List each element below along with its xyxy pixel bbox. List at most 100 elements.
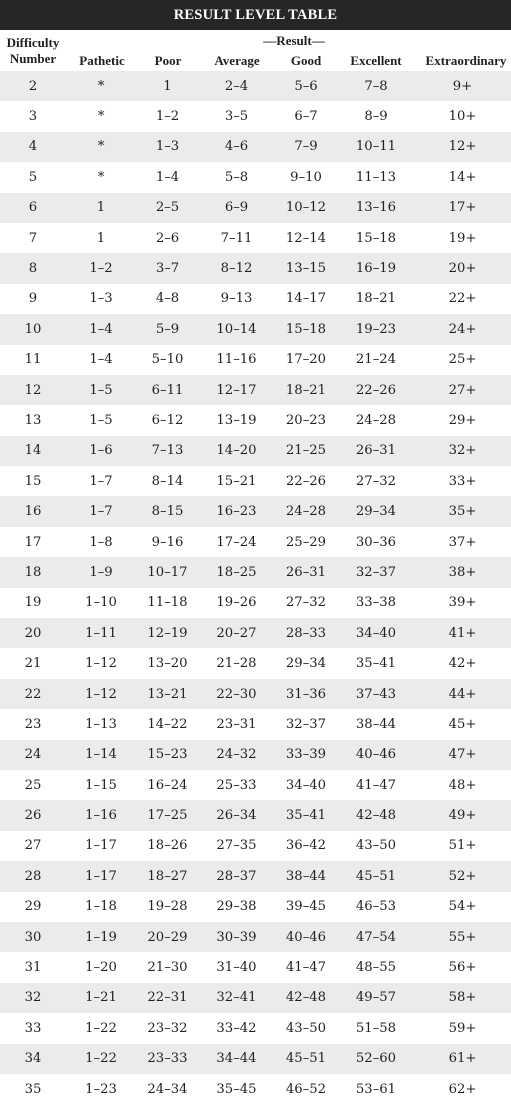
cell-pathetic: 1–17 bbox=[85, 838, 117, 854]
cell-poor: 13–21 bbox=[136, 678, 199, 710]
cell-pathetic: 1–6 bbox=[66, 435, 136, 467]
cell-extraordinary: 44+ bbox=[414, 678, 511, 710]
cell-good: 5–6 bbox=[274, 71, 338, 102]
cell-average: 21–28 bbox=[216, 656, 257, 672]
cell-pathetic: 1–7 bbox=[66, 496, 136, 527]
cell-difficulty: 26 bbox=[0, 800, 66, 831]
cell-average: 20–27 bbox=[199, 618, 274, 649]
cell-good: 27–32 bbox=[285, 595, 327, 611]
cell-pathetic: 1–9 bbox=[66, 557, 136, 588]
table-row: 24 1–14 15–23 24–32 33–39 40–46 47+ bbox=[0, 739, 511, 770]
table-row: 10 1–4 5–9 10–14 15–18 19–23 24+ bbox=[0, 314, 511, 345]
cell-average: 3–5 bbox=[224, 109, 249, 125]
cell-good: 6–7 bbox=[294, 109, 318, 125]
cell-average: 7–11 bbox=[220, 230, 253, 246]
cell-poor: 17–25 bbox=[136, 800, 199, 831]
cell-good: 42–48 bbox=[274, 982, 338, 1014]
cell-extraordinary: 37+ bbox=[448, 534, 477, 550]
cell-good: 43–50 bbox=[285, 1020, 327, 1036]
table-row: 34 1–22 23–33 34–44 45–51 52–60 61+ bbox=[0, 1043, 511, 1074]
cell-average: 2–4 bbox=[199, 71, 274, 102]
cell-excellent: 24–28 bbox=[355, 412, 397, 428]
cell-good: 39–45 bbox=[285, 899, 327, 915]
cell-extraordinary: 29+ bbox=[448, 412, 477, 428]
cell-pathetic: 1–4 bbox=[66, 314, 136, 345]
cell-pathetic: * bbox=[66, 131, 136, 163]
cell-poor: 15–23 bbox=[136, 739, 199, 770]
table-row: 20 1–11 12–19 20–27 28–33 34–40 41+ bbox=[0, 618, 511, 649]
cell-good: 18–21 bbox=[274, 374, 338, 406]
cell-extraordinary: 42+ bbox=[448, 656, 477, 672]
cell-extraordinary: 22+ bbox=[448, 291, 477, 307]
cell-excellent: 21–24 bbox=[355, 352, 397, 368]
cell-extraordinary: 51+ bbox=[448, 838, 477, 854]
cell-pathetic: 1–13 bbox=[85, 716, 117, 732]
cell-average: 19–26 bbox=[216, 595, 257, 611]
cell-good: 20–23 bbox=[285, 412, 327, 428]
cell-good: 15–18 bbox=[274, 314, 338, 345]
cell-poor: 1 bbox=[136, 71, 199, 102]
cell-average: 32–41 bbox=[199, 982, 274, 1014]
cell-excellent: 22–26 bbox=[338, 374, 414, 406]
cell-extraordinary: 10+ bbox=[448, 109, 477, 125]
difficulty-header-line2: Number bbox=[9, 51, 57, 66]
cell-difficulty: 15 bbox=[24, 473, 42, 489]
cell-average: 5–8 bbox=[224, 169, 249, 185]
result-level-table: 2 * 1 2–4 5–6 7–8 9+ 3 * 1–2 3–5 6–7 8–9 10+ 4 * 1–3 4–6 7… bbox=[0, 71, 511, 1104]
cell-difficulty: 3 bbox=[28, 109, 38, 125]
cell-good: 7–9 bbox=[274, 131, 338, 163]
cell-average: 25–33 bbox=[216, 777, 257, 793]
cell-pathetic: 1 bbox=[66, 192, 136, 223]
cell-excellent: 38–44 bbox=[355, 716, 397, 732]
table-row: 8 1–2 3–7 8–12 13–15 16–19 20+ bbox=[0, 253, 511, 284]
cell-poor: 21–30 bbox=[147, 960, 188, 976]
cell-difficulty: 4 bbox=[0, 131, 66, 163]
cell-extraordinary: 52+ bbox=[414, 861, 511, 892]
cell-excellent: 32–37 bbox=[338, 557, 414, 588]
table-row: 31 1–20 21–30 31–40 41–47 48–55 56+ bbox=[0, 952, 511, 982]
cell-extraordinary: 20+ bbox=[414, 253, 511, 284]
cell-pathetic: 1 bbox=[96, 230, 106, 246]
cell-excellent: 37–43 bbox=[338, 678, 414, 710]
cell-difficulty: 12 bbox=[0, 374, 66, 406]
cell-good: 40–46 bbox=[274, 921, 338, 953]
cell-excellent: 49–57 bbox=[338, 982, 414, 1014]
cell-difficulty: 11 bbox=[24, 352, 42, 368]
cell-pathetic: 1–17 bbox=[66, 861, 136, 892]
cell-good: 12–14 bbox=[285, 230, 327, 246]
header-average: Average bbox=[214, 53, 260, 68]
cell-excellent: 13–16 bbox=[338, 192, 414, 223]
table-row: 21 1–12 13–20 21–28 29–34 35–41 42+ bbox=[0, 648, 511, 678]
cell-difficulty: 24 bbox=[0, 739, 66, 770]
cell-good: 41–47 bbox=[285, 960, 327, 976]
cell-difficulty: 5 bbox=[28, 169, 38, 185]
cell-poor: 16–24 bbox=[147, 777, 188, 793]
cell-pathetic: 1–5 bbox=[66, 374, 136, 406]
cell-difficulty: 33 bbox=[24, 1020, 42, 1036]
cell-pathetic: 1–3 bbox=[89, 291, 113, 307]
cell-good: 34–40 bbox=[285, 777, 327, 793]
cell-extraordinary: 24+ bbox=[414, 314, 511, 345]
cell-extraordinary: 61+ bbox=[414, 1043, 511, 1074]
cell-average: 9–13 bbox=[220, 291, 253, 307]
cell-excellent: 41–47 bbox=[355, 777, 397, 793]
cell-excellent: 43–50 bbox=[355, 838, 397, 854]
cell-good: 28–33 bbox=[274, 618, 338, 649]
cell-difficulty: 9 bbox=[28, 291, 38, 307]
cell-pathetic: 1–11 bbox=[66, 618, 136, 649]
cell-pathetic: 1–8 bbox=[89, 534, 113, 550]
cell-excellent: 42–48 bbox=[338, 800, 414, 831]
cell-difficulty: 7 bbox=[28, 230, 38, 246]
table-row: 13 1–5 6–12 13–19 20–23 24–28 29+ bbox=[0, 405, 511, 435]
difficulty-header-line1: Difficulty bbox=[6, 35, 60, 50]
cell-poor: 1–4 bbox=[155, 169, 180, 185]
cell-difficulty: 10 bbox=[0, 314, 66, 345]
cell-pathetic: * bbox=[66, 71, 136, 102]
cell-good: 45–51 bbox=[274, 1043, 338, 1074]
cell-difficulty: 20 bbox=[0, 618, 66, 649]
cell-average: 24–32 bbox=[199, 739, 274, 770]
cell-difficulty: 35 bbox=[24, 1081, 42, 1097]
cell-difficulty: 14 bbox=[0, 435, 66, 467]
cell-poor: 4–8 bbox=[155, 291, 180, 307]
table-row: 7 1 2–6 7–11 12–14 15–18 19+ bbox=[0, 223, 511, 253]
